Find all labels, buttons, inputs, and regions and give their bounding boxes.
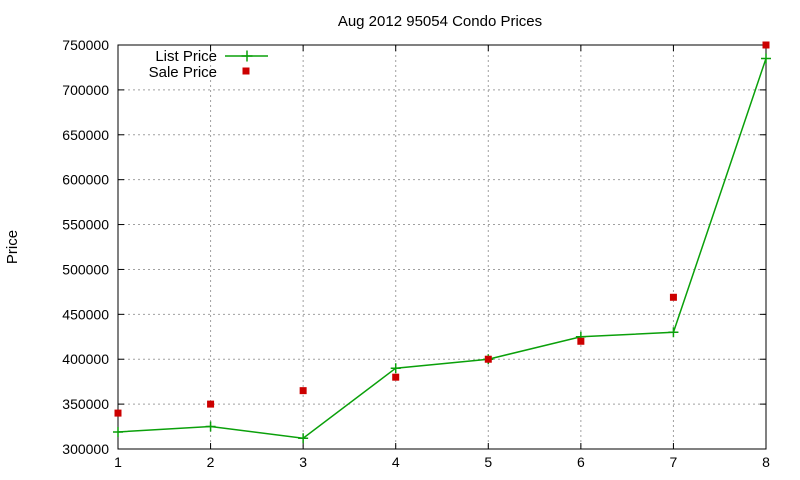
sale-price-point <box>392 373 400 381</box>
y-tick-label: 400000 <box>62 351 109 367</box>
chart-title: Aug 2012 95054 Condo Prices <box>338 13 542 30</box>
list-price-point <box>668 327 679 338</box>
y-tick-label: 300000 <box>62 441 109 457</box>
y-tick-label: 750000 <box>62 37 109 53</box>
y-tick-label: 450000 <box>62 306 109 322</box>
sale-price-point <box>207 400 215 408</box>
y-tick-label: 600000 <box>62 172 109 188</box>
legend: List Price Sale Price <box>149 48 268 81</box>
list-price-point <box>390 363 401 374</box>
sale-price-point <box>669 293 677 301</box>
legend-label-sale-price: Sale Price <box>149 64 217 81</box>
y-tick-label: 350000 <box>62 396 109 412</box>
grid <box>118 45 766 449</box>
list-price-line <box>117 58 767 440</box>
y-tick-label: 550000 <box>62 217 109 233</box>
legend-marker-list-price <box>241 50 253 62</box>
y-axis-label: Price <box>4 230 21 264</box>
list-price-point <box>298 433 309 444</box>
sale-price-point <box>299 387 307 395</box>
list-price-point <box>761 53 771 64</box>
x-tick-label: 5 <box>484 454 492 470</box>
x-tick-label: 8 <box>762 454 770 470</box>
sale-price-point <box>114 409 122 417</box>
legend-marker-sale-price <box>242 67 250 75</box>
series-layer <box>113 41 771 444</box>
x-tick-label: 3 <box>299 454 307 470</box>
x-tick-label: 4 <box>392 454 400 470</box>
axis-ticks: 300000 350000 400000 450000 500000 550000 6000… <box>62 37 770 470</box>
sale-price-point <box>577 337 585 345</box>
x-tick-label: 2 <box>207 454 215 470</box>
x-tick-label: 1 <box>114 454 122 470</box>
y-tick-label: 500000 <box>62 261 109 277</box>
x-tick-label: 6 <box>577 454 585 470</box>
list-price-point <box>113 426 123 437</box>
sale-price-point <box>484 355 492 363</box>
plot-frame <box>117 44 767 450</box>
sale-price-point <box>762 41 770 49</box>
list-price-point <box>205 421 216 432</box>
legend-label-list-price: List Price <box>155 48 217 65</box>
x-tick-label: 7 <box>670 454 678 470</box>
y-tick-label: 700000 <box>62 82 109 98</box>
y-tick-label: 650000 <box>62 127 109 143</box>
